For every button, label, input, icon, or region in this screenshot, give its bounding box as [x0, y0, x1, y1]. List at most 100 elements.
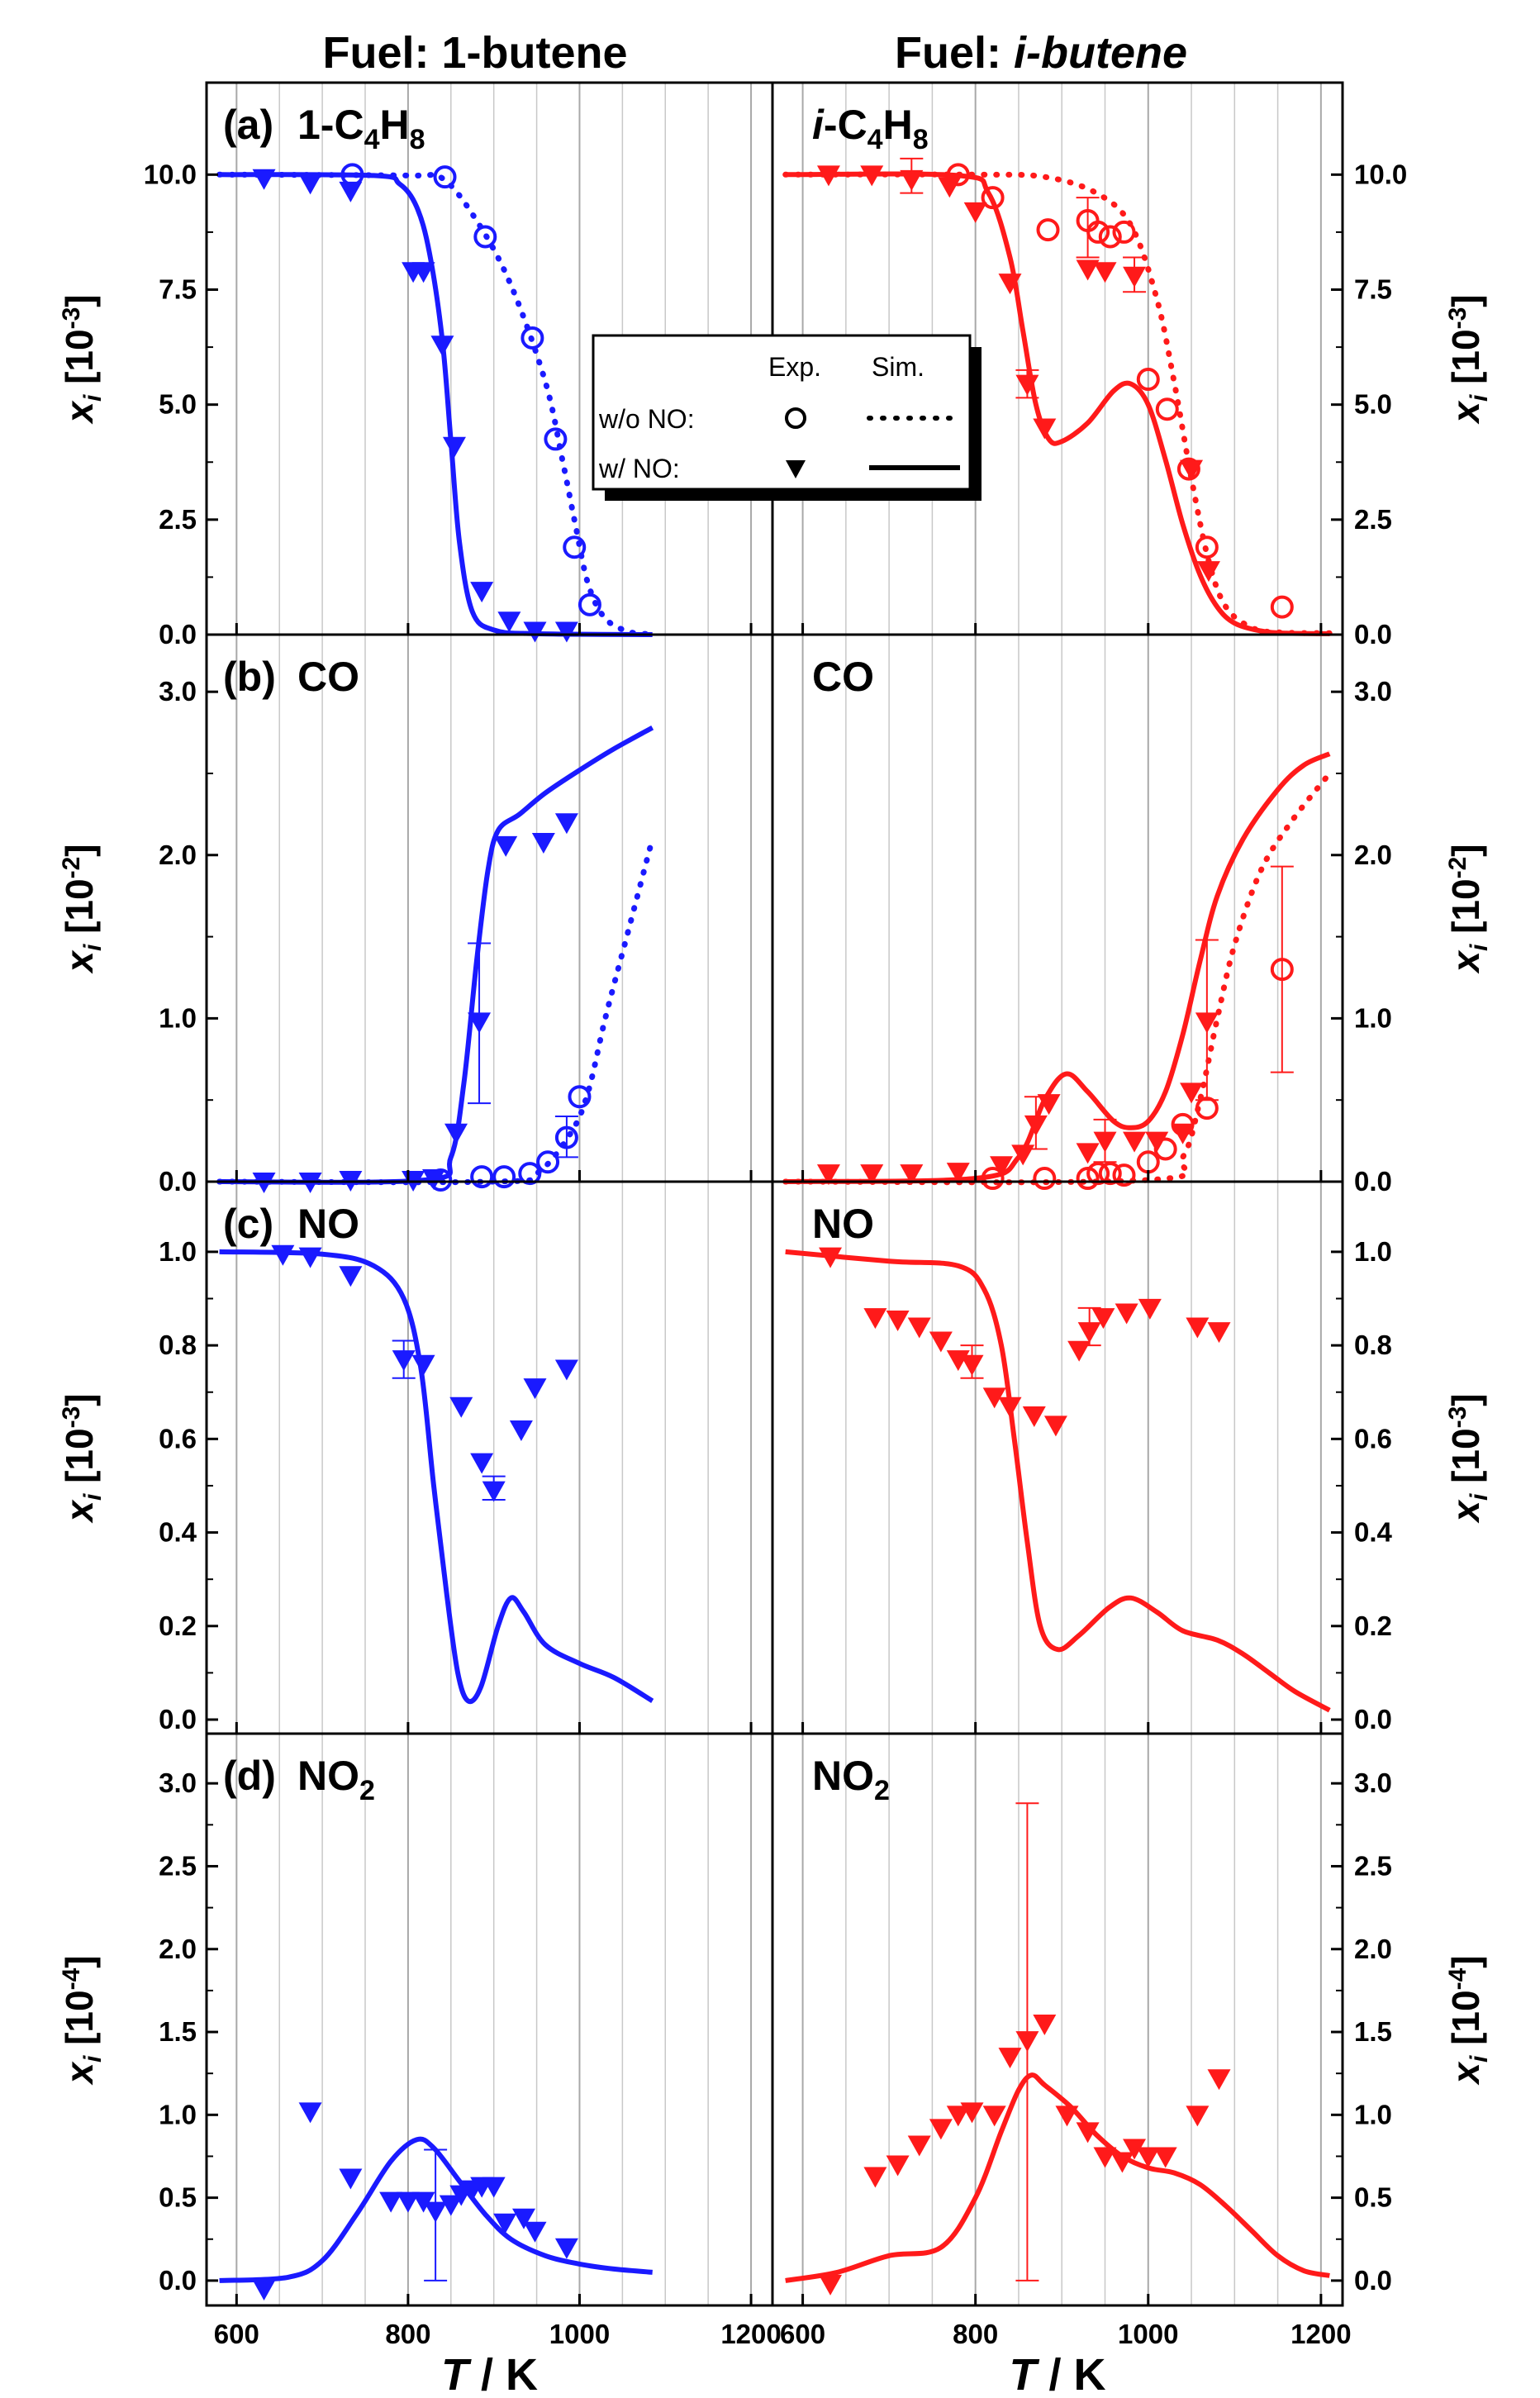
legend-without-no-label: w/o NO: — [598, 404, 695, 434]
panel-b-left-exp-with-no-point — [468, 1012, 492, 1034]
panel-a-left-ytick-label: 5.0 — [159, 389, 197, 420]
panel-b-left-ytick-label: 1.0 — [159, 1002, 197, 1033]
panel-b-left-ylabel: xi [10-2] — [58, 844, 107, 974]
panel-b-right-exp-without-no-point — [1086, 1162, 1110, 1186]
panel-c-right-ytick-label: 1.0 — [1354, 1236, 1392, 1267]
panel-a-left-exp-without-no-point — [473, 225, 497, 249]
panel-a-left-exp-without-no-point — [520, 326, 544, 350]
panel-a-right-ylabel: xi [10-3] — [1444, 294, 1493, 425]
panel-a-left-exp-without-no-point — [578, 592, 601, 616]
panel-a-right-exp-without-no-point — [1195, 535, 1219, 559]
panel-a-left-ytick-label: 10.0 — [144, 159, 197, 189]
panel-a-left-exp-with-no-point — [339, 181, 363, 202]
panel-b-left-exp-with-no-point — [554, 813, 578, 835]
panel-d-left-exp-with-no-point — [396, 2191, 420, 2213]
panel-b-right-exp-with-no-point — [1076, 1143, 1100, 1164]
panel-d-left-exp-with-no-point — [523, 2221, 547, 2243]
label-layer: 0.0 2.5 5.0 7.5 10.0 (a) 1-C4H8 xi [10-3] 0.0 2.5… — [58, 102, 1493, 2398]
panel-c-right-ytick-label: 0.0 — [1354, 1704, 1392, 1734]
panel-d-left-panel-letter: (d) — [223, 1753, 276, 1799]
panel-c-left-ytick-label: 0.6 — [159, 1423, 197, 1454]
panel-c-left-ytick-label: 0.8 — [159, 1330, 197, 1360]
panel-c-left-exp-with-no-point — [509, 1420, 533, 1442]
panel-d-left-exp-with-no-point — [379, 2191, 403, 2213]
panel-a-left-exp-with-no-point — [298, 174, 322, 195]
panel-c-right-exp-with-no-point — [1138, 1298, 1162, 1320]
panel-a-left-exp-with-no-point — [411, 262, 435, 283]
panel-d-right-exp-with-no-point — [960, 2102, 984, 2124]
panel-c-right-ylabel: xi [10-3] — [1444, 1393, 1493, 1524]
panel-c-right-sim-with-no-line — [785, 1249, 1331, 1713]
panel-d-left-ytick-label: 2.0 — [159, 1934, 197, 1964]
column-title-right: Fuel: i-butene — [895, 28, 1187, 78]
panel-b-right-exp-with-no-point — [1011, 1144, 1035, 1166]
panel-b-right-exp-without-no-point — [1033, 1167, 1057, 1191]
panel-a-right-sim-with-no-line — [785, 171, 1330, 636]
panel-b-left-exp-without-no-point — [492, 1165, 516, 1189]
panel-d-right-exp-with-no-point — [907, 2135, 931, 2157]
panel-a-right-exp-without-no-point — [1155, 397, 1179, 421]
panel-c-right-exp-with-no-point — [863, 1308, 887, 1330]
panel-b-left-exp-without-no-point — [536, 1150, 560, 1174]
panel-a-right-exp-with-no-point — [963, 202, 987, 223]
panel-b-left-exp-with-no-point — [494, 835, 518, 857]
panel-c-left-exp-with-no-point — [523, 1378, 547, 1400]
panel-d-left-ytick-label: 1.0 — [159, 2099, 197, 2129]
panel-c-right-ytick-label: 0.6 — [1354, 1423, 1392, 1454]
legend-exp-header: Exp. — [768, 352, 821, 382]
panel-b-left-ytick-label: 2.0 — [159, 840, 197, 870]
panel-a-left-exp-without-no-point — [433, 165, 457, 189]
panel-a-right-exp-with-no-point — [998, 274, 1022, 295]
panel-a-right-ytick-label: 5.0 — [1354, 389, 1392, 420]
panel-b-right-exp-without-no-point — [1098, 1162, 1122, 1186]
panel-c-right-species-label: NO — [812, 1201, 874, 1247]
panel-b-right-exp-with-no-point — [1195, 1012, 1219, 1034]
panel-a-right-exp-without-no-point — [946, 163, 970, 187]
panel-d-right-ytick-label: 1.0 — [1354, 2099, 1392, 2129]
panel-b-right-exp-with-no-point — [1093, 1131, 1117, 1153]
panel-b-right-exp-without-no-point — [981, 1167, 1005, 1191]
panel-b-right-exp-with-no-point — [1180, 1082, 1204, 1104]
panel-c-left-species-label: NO — [297, 1201, 359, 1247]
panel-a-left-species-label: 1-C4H8 — [297, 102, 425, 155]
panel-b-left-exp-with-no-point — [444, 1123, 468, 1144]
panel-b-right-exp-with-no-point — [1171, 1123, 1195, 1144]
panel-d-right-ytick-label: 1.5 — [1354, 2016, 1392, 2047]
panel-d-right-xtick-label: 600 — [780, 2319, 825, 2349]
panel-d-right-exp-with-no-point — [1136, 2147, 1160, 2168]
panel-a-right-exp-without-no-point — [1270, 595, 1294, 619]
panel-a-right-exp-without-no-point — [1036, 218, 1060, 242]
panel-c-left-ytick-label: 1.0 — [159, 1236, 197, 1267]
panel-c-right-exp-with-no-point — [929, 1331, 953, 1353]
panel-a-left-ytick-label: 0.0 — [159, 619, 197, 649]
panel-d-left-species-label: NO2 — [297, 1753, 375, 1806]
panel-d-right-exp-with-no-point — [1110, 2152, 1134, 2173]
panel-d-right-ylabel: xi [10-4] — [1444, 1955, 1493, 2086]
panel-d-right-exp-with-no-point — [1186, 2105, 1210, 2127]
panel-b-left-exp-without-no-point — [470, 1165, 494, 1189]
panel-c-right-exp-with-no-point — [1115, 1303, 1138, 1325]
panel-c-left-ylabel: xi [10-3] — [58, 1393, 107, 1524]
legend-box — [592, 334, 972, 491]
panel-c-left-exp-with-no-point — [298, 1247, 322, 1268]
panel-b-left-ytick-label: 3.0 — [159, 676, 197, 707]
panel-a-left-panel-letter: (a) — [223, 102, 273, 148]
column-title-left: Fuel: 1-butene — [322, 28, 627, 78]
panel-a-right-sim-without-no-line — [782, 171, 1333, 636]
panel-d-right-exp-with-no-point — [929, 2119, 953, 2140]
panel-d-left-exp-with-no-point — [439, 2195, 463, 2216]
panel-d-left-ytick-label: 0.0 — [159, 2265, 197, 2296]
panel-b-right-ytick-label: 0.0 — [1354, 1166, 1392, 1197]
panel-a-left-exp-without-no-point — [563, 535, 587, 559]
panel-c-right-exp-with-no-point — [819, 1247, 843, 1268]
panel-c-right-ytick-label: 0.8 — [1354, 1330, 1392, 1360]
panel-d-right-ytick-label: 2.5 — [1354, 1850, 1392, 1881]
panel-b-right-exp-with-no-point — [946, 1163, 970, 1184]
panel-c-right-exp-with-no-point — [886, 1311, 910, 1331]
panel-d-right-exp-with-no-point — [819, 2274, 843, 2296]
legend-triangle-marker — [786, 460, 806, 478]
panel-a-right-exp-without-no-point — [1176, 457, 1200, 481]
panel-a-right-exp-without-no-point — [1136, 368, 1160, 392]
panel-c-left-exp-with-no-point — [411, 1354, 435, 1376]
